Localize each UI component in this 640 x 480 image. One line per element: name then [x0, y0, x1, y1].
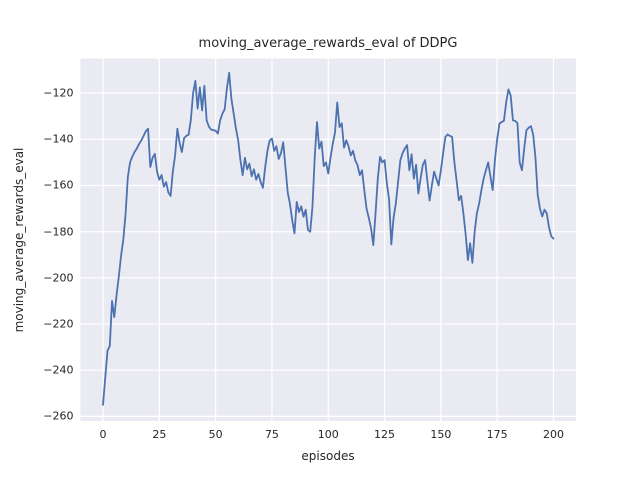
x-tick-label: 175	[486, 428, 508, 441]
x-tick-label: 150	[430, 428, 452, 441]
x-tick-label: 25	[152, 428, 167, 441]
x-tick-label: 200	[542, 428, 564, 441]
y-tick-label: −200	[43, 271, 74, 285]
x-tick-label: 50	[208, 428, 223, 441]
x-axis-label: episodes	[301, 449, 355, 463]
y-tick-label: −140	[43, 132, 74, 146]
x-tick-label: 75	[264, 428, 279, 441]
y-tick-label: −180	[43, 225, 74, 239]
chart-title: moving_average_rewards_eval of DDPG	[198, 36, 458, 51]
y-tick-label: −240	[43, 363, 74, 377]
y-tick-label: −260	[43, 409, 74, 423]
y-tick-label: −160	[43, 178, 74, 192]
y-tick-label: −220	[43, 317, 74, 331]
series-line	[102, 71, 555, 406]
x-tick-label: 100	[317, 428, 339, 441]
x-tick-label: 125	[374, 428, 396, 441]
y-tick-label: −120	[43, 86, 74, 100]
x-tick-label: 0	[99, 428, 107, 441]
